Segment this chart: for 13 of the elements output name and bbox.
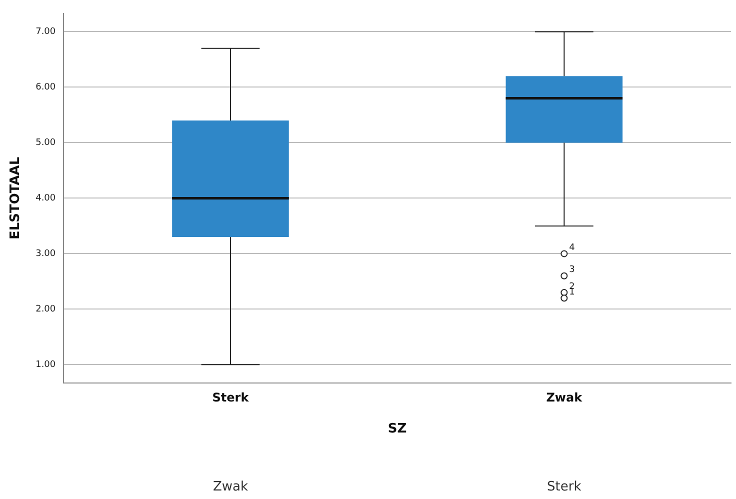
y-tick-label: 5.00 bbox=[36, 138, 56, 148]
text: Zwak bbox=[212, 479, 248, 494]
y-tick-label: 2.00 bbox=[36, 304, 56, 315]
y-tick-label: 6.00 bbox=[36, 82, 56, 93]
x-axis-title: SZ bbox=[388, 422, 407, 437]
y-tick-label: 3.00 bbox=[36, 249, 56, 260]
y-tick-label: 7.00 bbox=[36, 27, 56, 38]
annotation: 3 bbox=[569, 265, 575, 276]
text: Sterk bbox=[547, 479, 582, 494]
y-axis-title: ELSTOTAAL bbox=[8, 156, 24, 240]
y-tick-label: 4.00 bbox=[36, 194, 56, 204]
y-tick-label: 1.00 bbox=[36, 360, 56, 370]
annotation: 4 bbox=[569, 243, 576, 254]
